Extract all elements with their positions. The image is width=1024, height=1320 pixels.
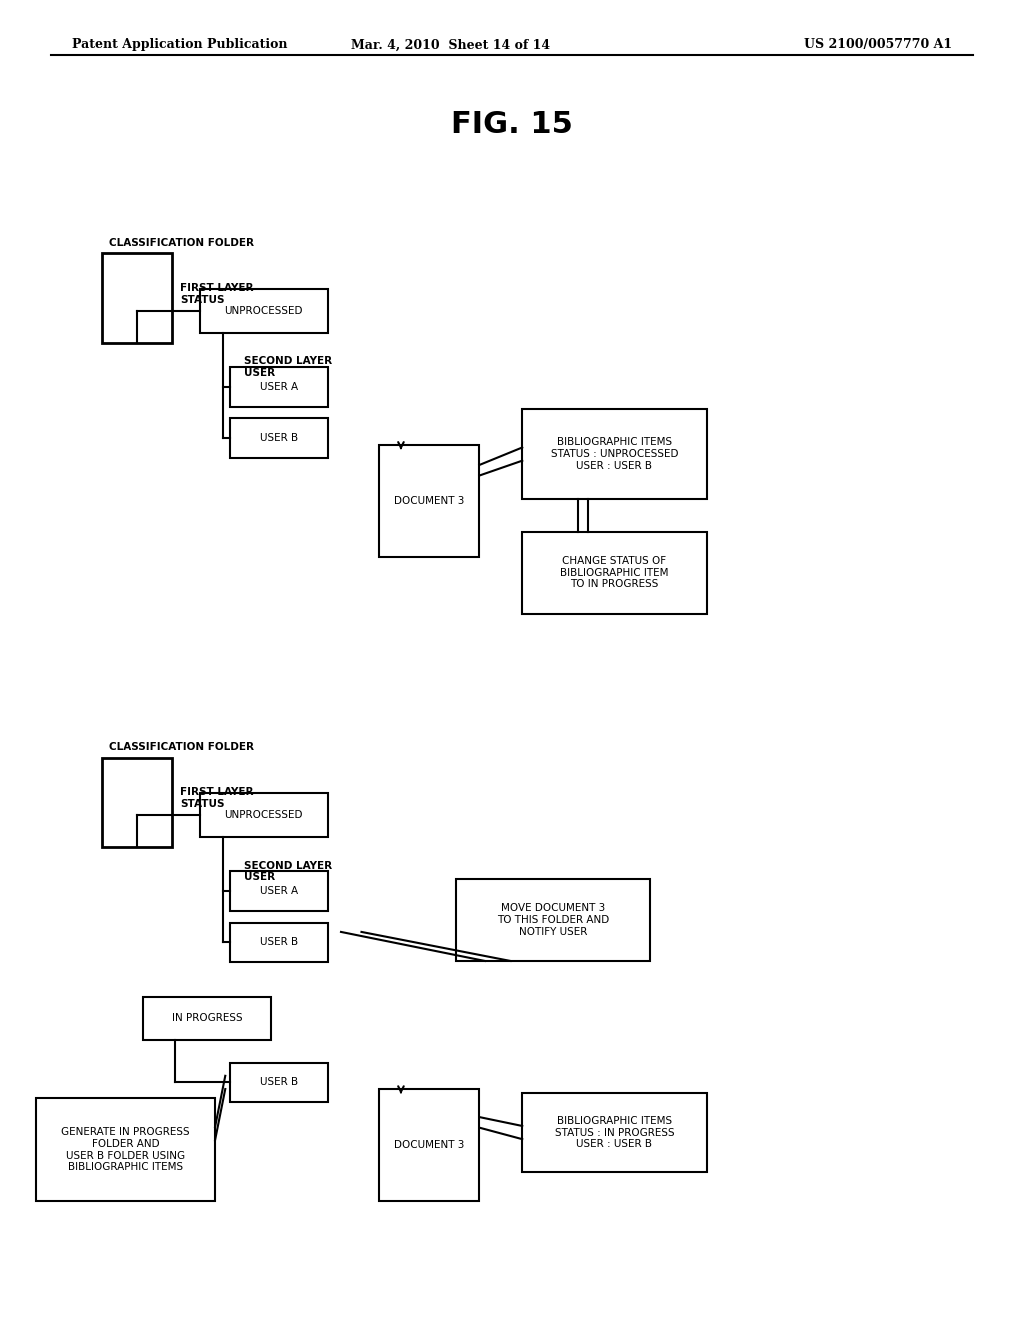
Text: CHANGE STATUS OF
BIBLIOGRAPHIC ITEM
TO IN PROGRESS: CHANGE STATUS OF BIBLIOGRAPHIC ITEM TO I… — [560, 556, 669, 590]
Text: GENERATE IN PROGRESS
FOLDER AND
USER B FOLDER USING
BIBLIOGRAPHIC ITEMS: GENERATE IN PROGRESS FOLDER AND USER B F… — [61, 1127, 189, 1172]
Bar — [379, 1089, 479, 1201]
Text: Mar. 4, 2010  Sheet 14 of 14: Mar. 4, 2010 Sheet 14 of 14 — [351, 38, 550, 51]
Text: USER B: USER B — [260, 433, 298, 444]
Bar — [230, 418, 328, 458]
Text: Patent Application Publication: Patent Application Publication — [72, 38, 287, 51]
Text: UNPROCESSED: UNPROCESSED — [224, 306, 303, 315]
Text: BIBLIOGRAPHIC ITEMS
STATUS : IN PROGRESS
USER : USER B: BIBLIOGRAPHIC ITEMS STATUS : IN PROGRESS… — [555, 1115, 674, 1150]
Bar — [200, 793, 328, 837]
Text: SECOND LAYER
USER: SECOND LAYER USER — [245, 861, 333, 882]
Bar — [230, 1063, 328, 1102]
Bar — [230, 923, 328, 962]
Bar — [522, 1093, 707, 1172]
Bar — [36, 1098, 215, 1201]
Bar — [102, 253, 172, 343]
Text: US 2100/0057770 A1: US 2100/0057770 A1 — [804, 38, 952, 51]
Bar — [456, 879, 650, 961]
Bar — [522, 532, 707, 614]
Bar — [230, 367, 328, 407]
Text: USER B: USER B — [260, 937, 298, 948]
Text: BIBLIOGRAPHIC ITEMS
STATUS : UNPROCESSED
USER : USER B: BIBLIOGRAPHIC ITEMS STATUS : UNPROCESSED… — [551, 437, 678, 471]
Text: MOVE DOCUMENT 3
TO THIS FOLDER AND
NOTIFY USER: MOVE DOCUMENT 3 TO THIS FOLDER AND NOTIF… — [497, 903, 609, 937]
Text: IN PROGRESS: IN PROGRESS — [172, 1014, 243, 1023]
Text: USER A: USER A — [260, 886, 298, 896]
Text: SECOND LAYER
USER: SECOND LAYER USER — [245, 356, 333, 378]
Text: UNPROCESSED: UNPROCESSED — [224, 810, 303, 820]
Text: USER B: USER B — [260, 1077, 298, 1088]
Bar — [102, 758, 172, 847]
Text: CLASSIFICATION FOLDER: CLASSIFICATION FOLDER — [110, 238, 254, 248]
Text: FIRST LAYER
STATUS: FIRST LAYER STATUS — [180, 282, 254, 305]
Text: DOCUMENT 3: DOCUMENT 3 — [394, 496, 464, 506]
Bar — [379, 445, 479, 557]
Text: CLASSIFICATION FOLDER: CLASSIFICATION FOLDER — [110, 742, 254, 752]
Text: USER A: USER A — [260, 381, 298, 392]
Bar — [230, 871, 328, 911]
Bar — [522, 409, 707, 499]
Text: FIG. 15: FIG. 15 — [451, 110, 573, 139]
Text: FIRST LAYER
STATUS: FIRST LAYER STATUS — [180, 787, 254, 809]
Text: DOCUMENT 3: DOCUMENT 3 — [394, 1140, 464, 1150]
Bar — [143, 997, 271, 1040]
Bar — [200, 289, 328, 333]
